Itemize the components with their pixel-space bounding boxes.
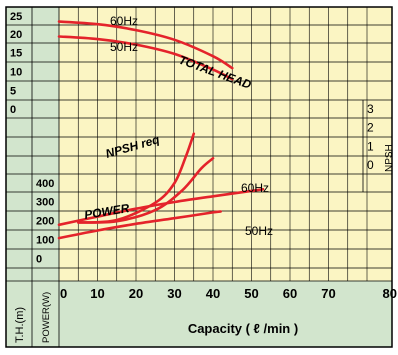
head-tick-label: 25	[10, 11, 22, 23]
power-axis-column	[32, 7, 59, 347]
power-tick-label: 300	[36, 197, 54, 209]
x-tick-label: 30	[167, 286, 181, 301]
power-tick-label: 400	[36, 178, 54, 190]
head-tick-label: 0	[10, 104, 16, 116]
power-curve-50hz	[57, 210, 222, 240]
npsh-axis-column	[363, 100, 392, 192]
power-50hz-label: 50Hz	[245, 224, 273, 238]
capacity-axis-title: Capacity ( ℓ /min )	[188, 321, 298, 336]
power-tick-label: 100	[36, 235, 54, 247]
head-axis-column	[6, 7, 32, 347]
x-tick-label: 80	[383, 286, 397, 301]
power-tick-label: 200	[36, 216, 54, 228]
x-tick-label: 40	[206, 286, 220, 301]
power-axis-title: POWER(W)	[41, 292, 52, 343]
power-curve-60hz	[57, 188, 265, 227]
head-axis-title: T.H.(m)	[14, 307, 26, 343]
npsh-tick-label: 1	[367, 140, 374, 154]
npsh-tick-label: 3	[367, 102, 374, 116]
power-tick-label: 0	[36, 254, 42, 266]
x-tick-label: 50	[244, 286, 258, 301]
total-head-50hz-label: 50Hz	[110, 40, 138, 54]
npsh-axis-title: NPSH	[384, 144, 395, 172]
head-tick-label: 15	[10, 48, 22, 60]
npsh-tick-label: 0	[367, 158, 374, 172]
head-tick-label: 20	[10, 29, 22, 41]
head-tick-label: 10	[10, 67, 22, 79]
head-tick-label: 5	[10, 86, 16, 98]
npsh-tick-label: 2	[367, 121, 374, 135]
capacity-axis-area	[59, 281, 392, 347]
plot-area	[59, 7, 392, 281]
x-tick-label: 0	[60, 286, 67, 301]
total-head-curve-60hz	[57, 20, 234, 70]
curves	[57, 20, 265, 240]
x-tick-label: 70	[321, 286, 335, 301]
npsh-req-curve-50hz	[77, 157, 215, 224]
x-tick-label: 20	[129, 286, 143, 301]
x-tick-label: 10	[90, 286, 104, 301]
grid	[6, 6, 392, 347]
total-head-60hz-label: 60Hz	[110, 14, 138, 28]
chart-frame	[5, 6, 393, 348]
total-head-curve-50hz	[57, 35, 234, 81]
power-60hz-label: 60Hz	[241, 181, 269, 195]
x-tick-label: 60	[283, 286, 297, 301]
